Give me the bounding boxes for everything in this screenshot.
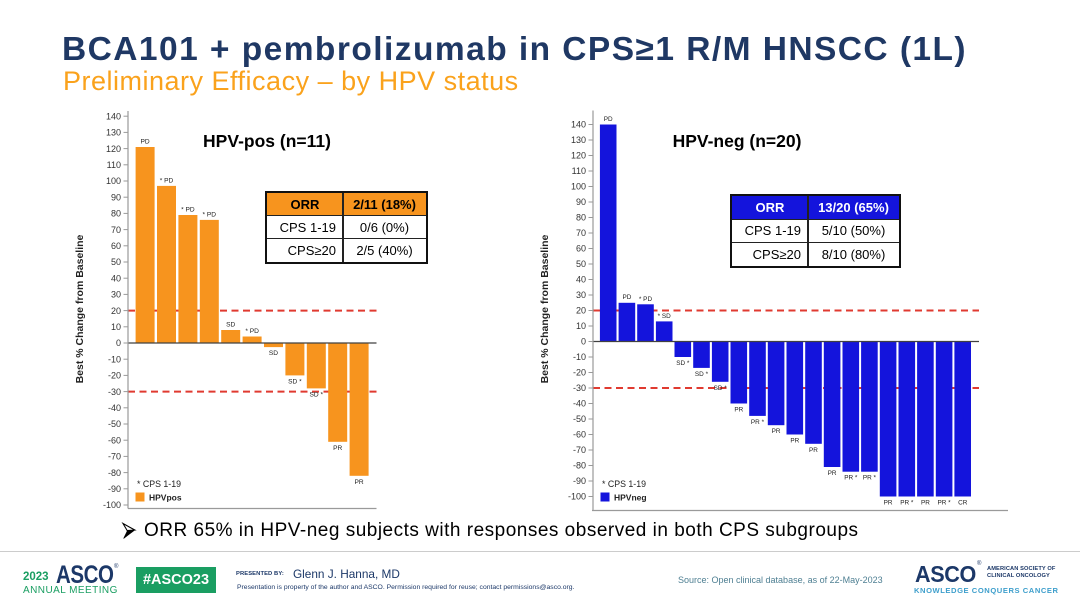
svg-text:-30: -30 (573, 383, 586, 393)
svg-text:-10: -10 (573, 352, 586, 362)
svg-text:Best % Change from Baseline: Best % Change from Baseline (74, 234, 86, 383)
svg-text:HPV-pos (n=11): HPV-pos (n=11) (203, 131, 331, 151)
svg-text:PR: PR (734, 407, 743, 414)
svg-text:10: 10 (111, 322, 121, 332)
svg-text:50: 50 (576, 259, 586, 269)
svg-text:SD *: SD * (676, 360, 690, 367)
svg-text:SD *: SD * (714, 385, 728, 392)
svg-text:-50: -50 (108, 419, 121, 429)
svg-text:30: 30 (111, 290, 121, 300)
svg-text:-80: -80 (108, 468, 121, 478)
svg-text:PR: PR (333, 445, 342, 452)
svg-text:50: 50 (111, 257, 121, 267)
svg-text:* CPS 1-19: * CPS 1-19 (602, 479, 646, 489)
svg-text:SD *: SD * (288, 378, 302, 385)
svg-text:* SD: * SD (658, 313, 672, 320)
svg-text:10: 10 (576, 321, 586, 331)
svg-text:-90: -90 (108, 484, 121, 494)
svg-text:80: 80 (576, 213, 586, 223)
svg-text:-40: -40 (573, 399, 586, 409)
svg-text:-100: -100 (568, 492, 586, 502)
svg-text:140: 140 (106, 111, 121, 121)
svg-text:0: 0 (116, 338, 121, 348)
svg-text:140: 140 (571, 120, 586, 130)
svg-text:20: 20 (576, 306, 586, 316)
svg-text:PR *: PR * (863, 475, 877, 482)
svg-text:PR: PR (790, 438, 799, 445)
svg-text:60: 60 (576, 244, 586, 254)
svg-text:PD: PD (604, 116, 613, 123)
svg-text:-40: -40 (108, 403, 121, 413)
svg-text:-10: -10 (108, 354, 121, 364)
svg-text:PD: PD (622, 294, 631, 301)
svg-text:PR: PR (828, 470, 837, 477)
svg-text:SD *: SD * (310, 391, 324, 398)
svg-text:PR *: PR * (844, 475, 858, 482)
svg-text:100: 100 (106, 176, 121, 186)
svg-text:130: 130 (571, 135, 586, 145)
svg-text:70: 70 (576, 228, 586, 238)
svg-text:PR: PR (809, 447, 818, 454)
svg-text:40: 40 (111, 273, 121, 283)
svg-text:* CPS 1-19: * CPS 1-19 (137, 479, 181, 489)
svg-text:70: 70 (111, 225, 121, 235)
svg-text:PR: PR (355, 479, 364, 486)
svg-text:120: 120 (571, 151, 586, 161)
svg-text:CR: CR (958, 500, 968, 507)
svg-text:0: 0 (581, 337, 586, 347)
svg-text:-20: -20 (108, 371, 121, 381)
svg-text:110: 110 (107, 160, 121, 170)
svg-text:-80: -80 (573, 461, 586, 471)
svg-text:* PD: * PD (245, 328, 259, 335)
svg-text:-60: -60 (573, 430, 586, 440)
svg-text:110: 110 (572, 166, 586, 176)
svg-text:20: 20 (111, 306, 121, 316)
svg-text:PR: PR (884, 500, 893, 507)
svg-text:PD: PD (141, 139, 150, 146)
svg-text:PR *: PR * (751, 419, 765, 426)
svg-text:PR: PR (772, 428, 781, 435)
svg-text:-70: -70 (573, 445, 586, 455)
svg-text:130: 130 (106, 128, 121, 138)
svg-text:-20: -20 (573, 368, 586, 378)
svg-text:-60: -60 (108, 435, 121, 445)
svg-text:100: 100 (571, 182, 586, 192)
svg-text:SD *: SD * (695, 371, 709, 378)
svg-text:-70: -70 (108, 452, 121, 462)
svg-text:HPV-neg (n=20): HPV-neg (n=20) (673, 131, 802, 151)
svg-text:PR: PR (921, 500, 930, 507)
svg-text:* PD: * PD (160, 177, 174, 184)
svg-text:-50: -50 (573, 414, 586, 424)
svg-text:* PD: * PD (639, 296, 653, 303)
svg-text:80: 80 (111, 209, 121, 219)
svg-text:90: 90 (576, 197, 586, 207)
svg-text:-30: -30 (108, 387, 121, 397)
svg-text:* PD: * PD (181, 207, 195, 214)
svg-text:HPVpos: HPVpos (149, 493, 182, 503)
svg-text:-90: -90 (573, 476, 586, 486)
svg-text:120: 120 (106, 144, 121, 154)
svg-text:PR *: PR * (938, 500, 952, 507)
svg-text:Best % Change from Baseline: Best % Change from Baseline (539, 234, 551, 383)
svg-text:40: 40 (576, 275, 586, 285)
svg-text:90: 90 (111, 192, 121, 202)
svg-text:SD: SD (226, 322, 235, 329)
svg-text:HPVneg: HPVneg (614, 493, 647, 503)
svg-text:30: 30 (576, 290, 586, 300)
svg-text:60: 60 (111, 241, 121, 251)
svg-text:SD: SD (269, 350, 278, 357)
svg-text:-100: -100 (103, 500, 121, 510)
svg-text:PR *: PR * (900, 500, 914, 507)
svg-text:* PD: * PD (203, 211, 217, 218)
